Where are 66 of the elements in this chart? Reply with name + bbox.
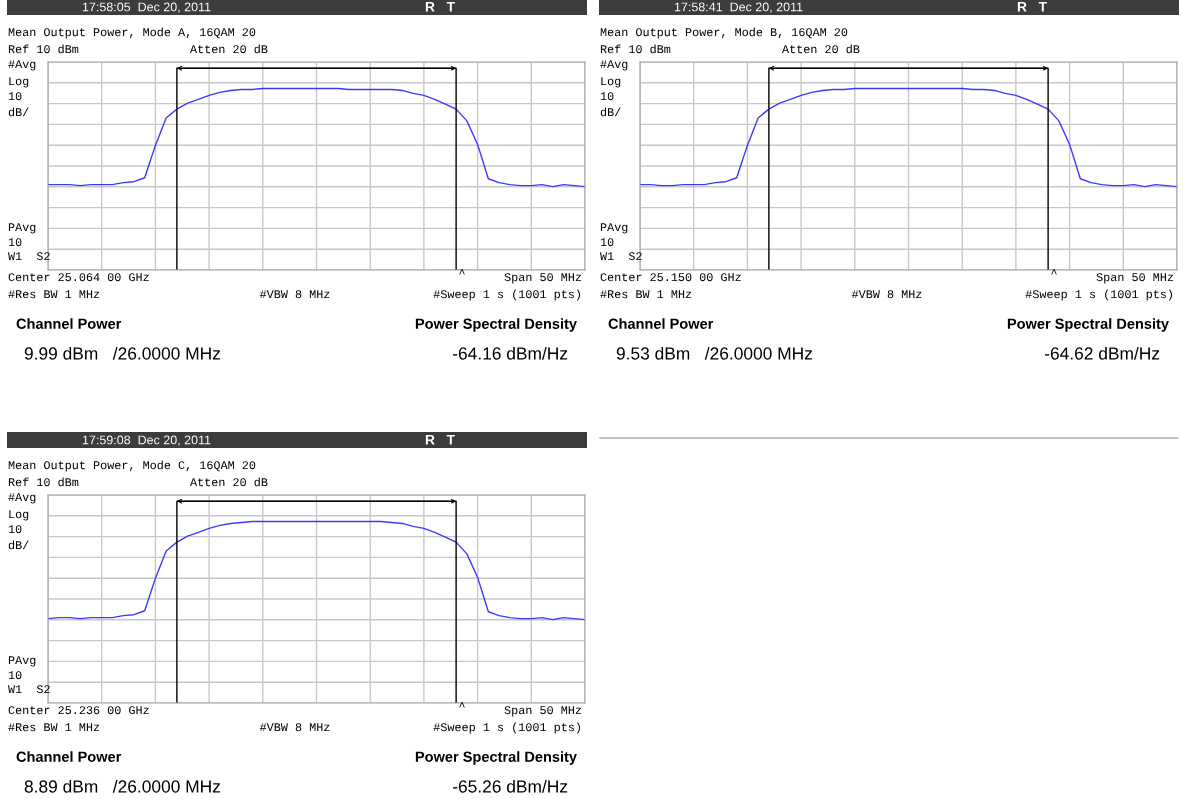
- text: W1 S2: [8, 252, 50, 261]
- text: Log: [601, 77, 621, 88]
- text: Center 25.064 00 GHz: [8, 273, 149, 282]
- text: Atten 20 dB: [190, 477, 268, 487]
- text: 10: [8, 238, 22, 247]
- text: #Res BW 1 MHz: [8, 290, 100, 299]
- text: #VBW 8 MHz: [851, 290, 922, 299]
- text: Channel Power: [16, 318, 122, 329]
- text: 8.89 dBm /26.0000 MHz: [24, 779, 220, 793]
- text: PAvg: [8, 223, 36, 234]
- text: R T: [425, 2, 455, 12]
- text: Channel Power: [16, 751, 122, 762]
- text: Ref 10 dBm: [8, 477, 79, 487]
- text: 10: [8, 525, 22, 534]
- text: #VBW 8 MHz: [259, 723, 330, 732]
- chart-title: Mean Output Power, Mode A, 16QAM 20: [8, 27, 256, 39]
- text: Log: [9, 77, 29, 88]
- text: Channel Power: [608, 318, 714, 329]
- text: W1 S2: [600, 252, 642, 261]
- text: dB/: [8, 540, 29, 550]
- text: Ref 10 dBm: [600, 44, 671, 54]
- text: #VBW 8 MHz: [259, 290, 330, 299]
- text: Power Spectral Density: [415, 318, 577, 332]
- text: 10: [600, 238, 614, 247]
- text: ^: [459, 269, 465, 275]
- text: ^: [1051, 269, 1057, 275]
- text: #Avg: [600, 60, 628, 71]
- text: Center 25.236 00 GHz: [8, 706, 149, 715]
- text: #Avg: [8, 60, 36, 71]
- text: 10: [8, 671, 22, 680]
- text: Ref 10 dBm: [8, 44, 79, 54]
- text: 10: [8, 92, 22, 101]
- text: R T: [425, 435, 455, 445]
- text: Center 25.150 00 GHz: [600, 273, 741, 282]
- text: ^: [459, 702, 465, 708]
- text: PAvg: [8, 656, 36, 667]
- text: W1 S2: [8, 685, 50, 694]
- text: 17:58:05 Dec 20, 2011: [82, 2, 211, 13]
- text: Power Spectral Density: [415, 751, 577, 765]
- text: Span 50 MHz: [504, 706, 582, 717]
- text: Span 50 MHz: [1096, 273, 1174, 284]
- text: R T: [1017, 2, 1047, 12]
- text: #Sweep 1 s (1001 pts): [1025, 289, 1172, 301]
- chart-title: Mean Output Power, Mode B, 16QAM 20: [600, 27, 848, 39]
- text: #Avg: [8, 493, 36, 504]
- text: -65.26 dBm/Hz: [452, 779, 568, 793]
- text: 17:59:08 Dec 20, 2011: [82, 435, 211, 446]
- text: #Sweep 1 s (1001 pts): [433, 289, 580, 301]
- text: #Sweep 1 s (1001 pts): [433, 722, 580, 734]
- text: Power Spectral Density: [1007, 318, 1169, 332]
- text: 9.99 dBm /26.0000 MHz: [24, 346, 220, 360]
- text: Span 50 MHz: [504, 273, 582, 284]
- text: 10: [600, 92, 614, 101]
- text: Atten 20 dB: [190, 44, 268, 54]
- text: -64.16 dBm/Hz: [452, 346, 568, 360]
- text: #Res BW 1 MHz: [8, 723, 100, 732]
- text: Log: [9, 510, 29, 521]
- text: dB/: [600, 107, 621, 117]
- chart-title: Mean Output Power, Mode C, 16QAM 20: [8, 460, 256, 472]
- text: Atten 20 dB: [782, 44, 860, 54]
- text: dB/: [8, 107, 29, 117]
- text: 17:58:41 Dec 20, 2011: [674, 2, 803, 13]
- text: PAvg: [600, 223, 628, 234]
- text: 9.53 dBm /26.0000 MHz: [616, 346, 812, 360]
- text: #Res BW 1 MHz: [600, 290, 692, 299]
- text: -64.62 dBm/Hz: [1044, 346, 1160, 360]
